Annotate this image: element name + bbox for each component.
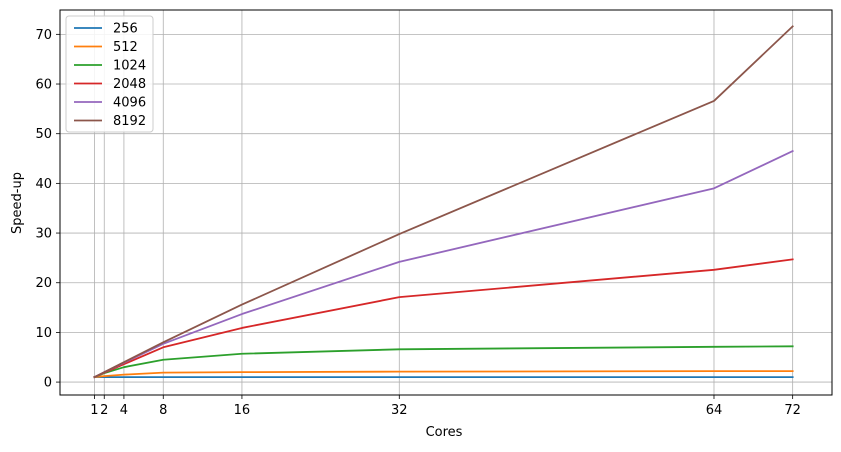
legend: 256 512 1024 2048 4096 8192 — [65, 15, 154, 133]
legend-label: 4096 — [113, 96, 146, 111]
x-tick-label: 1 — [90, 403, 98, 418]
series-lines — [93, 25, 794, 379]
y-tick-label: 40 — [35, 177, 52, 192]
x-axis-label: Cores — [426, 425, 463, 440]
legend-box — [65, 15, 154, 133]
y-tick-label: 50 — [35, 127, 52, 142]
x-tick-label: 64 — [706, 403, 723, 418]
y-tick-label: 10 — [35, 326, 52, 341]
y-tick-label: 20 — [35, 276, 52, 291]
series-line-4096 — [93, 149, 794, 379]
y-tick-label: 0 — [44, 376, 52, 391]
grid — [60, 10, 832, 395]
y-tick-label: 70 — [35, 28, 52, 43]
legend-label: 1024 — [113, 59, 146, 74]
x-tick-label: 2 — [100, 403, 108, 418]
x-axis-ticks: 1 2 4 8 16 32 64 72 — [90, 395, 801, 418]
y-axis-label: Speed-up — [10, 172, 25, 234]
y-tick-label: 30 — [35, 227, 52, 242]
x-tick-label: 4 — [120, 403, 128, 418]
x-tick-label: 16 — [234, 403, 251, 418]
y-tick-label: 60 — [35, 78, 52, 93]
series-line-2048 — [93, 258, 794, 379]
y-axis-ticks: 0 10 20 30 40 50 60 70 — [35, 28, 60, 391]
legend-label: 2048 — [113, 77, 146, 92]
series-line-8192 — [93, 25, 794, 379]
legend-label: 8192 — [113, 114, 146, 129]
x-tick-label: 72 — [784, 403, 801, 418]
plot-frame — [59, 9, 833, 396]
legend-label: 512 — [113, 40, 138, 55]
series-line-512 — [93, 370, 794, 379]
x-tick-label: 32 — [391, 403, 408, 418]
legend-label: 256 — [113, 22, 138, 37]
x-tick-label: 8 — [159, 403, 167, 418]
